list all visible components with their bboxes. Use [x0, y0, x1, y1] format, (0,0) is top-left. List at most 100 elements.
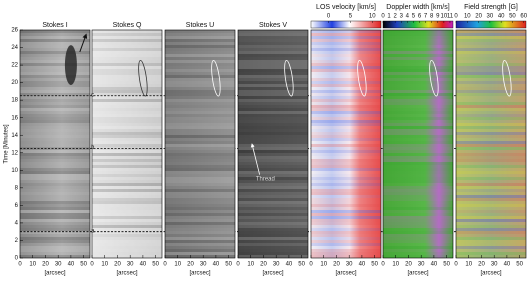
- image-texture: [311, 108, 381, 111]
- image-texture: [238, 183, 308, 186]
- image-texture: [92, 102, 162, 105]
- image-texture: [20, 105, 90, 108]
- image-texture: [456, 252, 526, 255]
- y-tick-label: 12: [11, 150, 18, 156]
- image-texture: [165, 192, 235, 195]
- image-texture: [20, 234, 90, 237]
- x-tick-label: 30: [418, 262, 425, 268]
- image-texture: [311, 255, 381, 258]
- image-texture: [238, 84, 308, 87]
- panel-title: Stokes U: [186, 22, 214, 29]
- x-tick-label: 30: [273, 262, 280, 268]
- y-tick-label: 8: [15, 185, 19, 191]
- image-texture: [20, 117, 90, 120]
- image-texture: [383, 183, 453, 186]
- image-texture: [238, 120, 308, 123]
- image-panel: [311, 30, 381, 258]
- colorbar-tick-label: 10: [464, 14, 471, 20]
- x-tick-label: 0: [90, 262, 94, 268]
- image-texture: [165, 78, 235, 81]
- image-texture: [165, 39, 235, 42]
- image-texture: [165, 162, 235, 165]
- image-texture: [165, 168, 235, 171]
- image-texture: [20, 249, 90, 252]
- image-texture: [165, 126, 235, 129]
- image-texture: [92, 129, 162, 132]
- image-texture: [92, 60, 162, 63]
- x-tick-label: 50: [152, 262, 159, 268]
- image-texture: [92, 156, 162, 159]
- image-texture: [92, 228, 162, 231]
- image-texture: [238, 75, 308, 78]
- marker-label: a: [91, 228, 95, 234]
- image-texture: [456, 204, 526, 207]
- image-texture: [311, 45, 381, 48]
- image-texture: [311, 75, 381, 78]
- image-texture: [92, 111, 162, 114]
- image-texture: [456, 243, 526, 246]
- image-texture: [20, 51, 90, 54]
- image-texture: [383, 174, 453, 177]
- image-texture: [238, 228, 308, 231]
- contour: [284, 59, 294, 97]
- image-texture: [165, 216, 235, 219]
- image-texture: [456, 228, 526, 231]
- panel-frame: [164, 29, 236, 259]
- image-texture: [383, 168, 453, 171]
- image-texture: [165, 57, 235, 60]
- image-texture: [20, 228, 90, 231]
- image-texture: [20, 252, 90, 255]
- image-texture: [311, 222, 381, 225]
- dark-feature: [64, 45, 77, 86]
- panel-frame: [91, 29, 163, 259]
- image-texture: [456, 168, 526, 171]
- image-texture: [383, 237, 453, 240]
- image-texture: [165, 228, 235, 231]
- image-texture: [456, 84, 526, 87]
- image-texture: [456, 30, 526, 33]
- x-tick-label: 40: [504, 262, 511, 268]
- image-texture: [383, 192, 453, 195]
- image-texture: [165, 222, 235, 225]
- image-texture: [92, 210, 162, 213]
- image-texture: [165, 159, 235, 162]
- image-texture: [311, 162, 381, 165]
- image-texture: [92, 165, 162, 168]
- image-texture: [165, 90, 235, 93]
- image-texture: [238, 186, 308, 189]
- image-texture: [456, 111, 526, 114]
- image-texture: [311, 117, 381, 120]
- colorbar-tick-label: 0: [327, 14, 331, 20]
- image-texture: [311, 168, 381, 171]
- image-texture: [238, 147, 308, 150]
- image-texture: [92, 213, 162, 216]
- y-tick-label: 20: [11, 80, 18, 86]
- colorbar-tick-label: 4: [406, 14, 410, 20]
- image-texture: [383, 111, 453, 114]
- image-texture: [456, 99, 526, 102]
- image-texture: [238, 156, 308, 159]
- image-texture: [20, 135, 90, 138]
- image-texture: [456, 108, 526, 111]
- y-axis-label: Time [Minutes]: [4, 124, 10, 163]
- image-texture: [165, 243, 235, 246]
- image-texture: [165, 30, 235, 33]
- image-texture: [92, 81, 162, 84]
- image-texture: [238, 60, 308, 63]
- image-texture: [20, 54, 90, 57]
- x-axis-label: [arcsec]: [407, 271, 428, 277]
- image-texture: [165, 177, 235, 180]
- image-texture: [311, 111, 381, 114]
- image-texture: [383, 240, 453, 243]
- image-texture: [165, 204, 235, 207]
- image-texture: [456, 195, 526, 198]
- image-texture: [92, 171, 162, 174]
- image-texture: [456, 126, 526, 129]
- image-texture: [20, 198, 90, 201]
- image-texture: [456, 156, 526, 159]
- image-texture: [92, 132, 162, 135]
- image-texture: [311, 105, 381, 108]
- x-tick-label: 40: [286, 262, 293, 268]
- image-texture: [456, 144, 526, 147]
- image-texture: [311, 156, 381, 159]
